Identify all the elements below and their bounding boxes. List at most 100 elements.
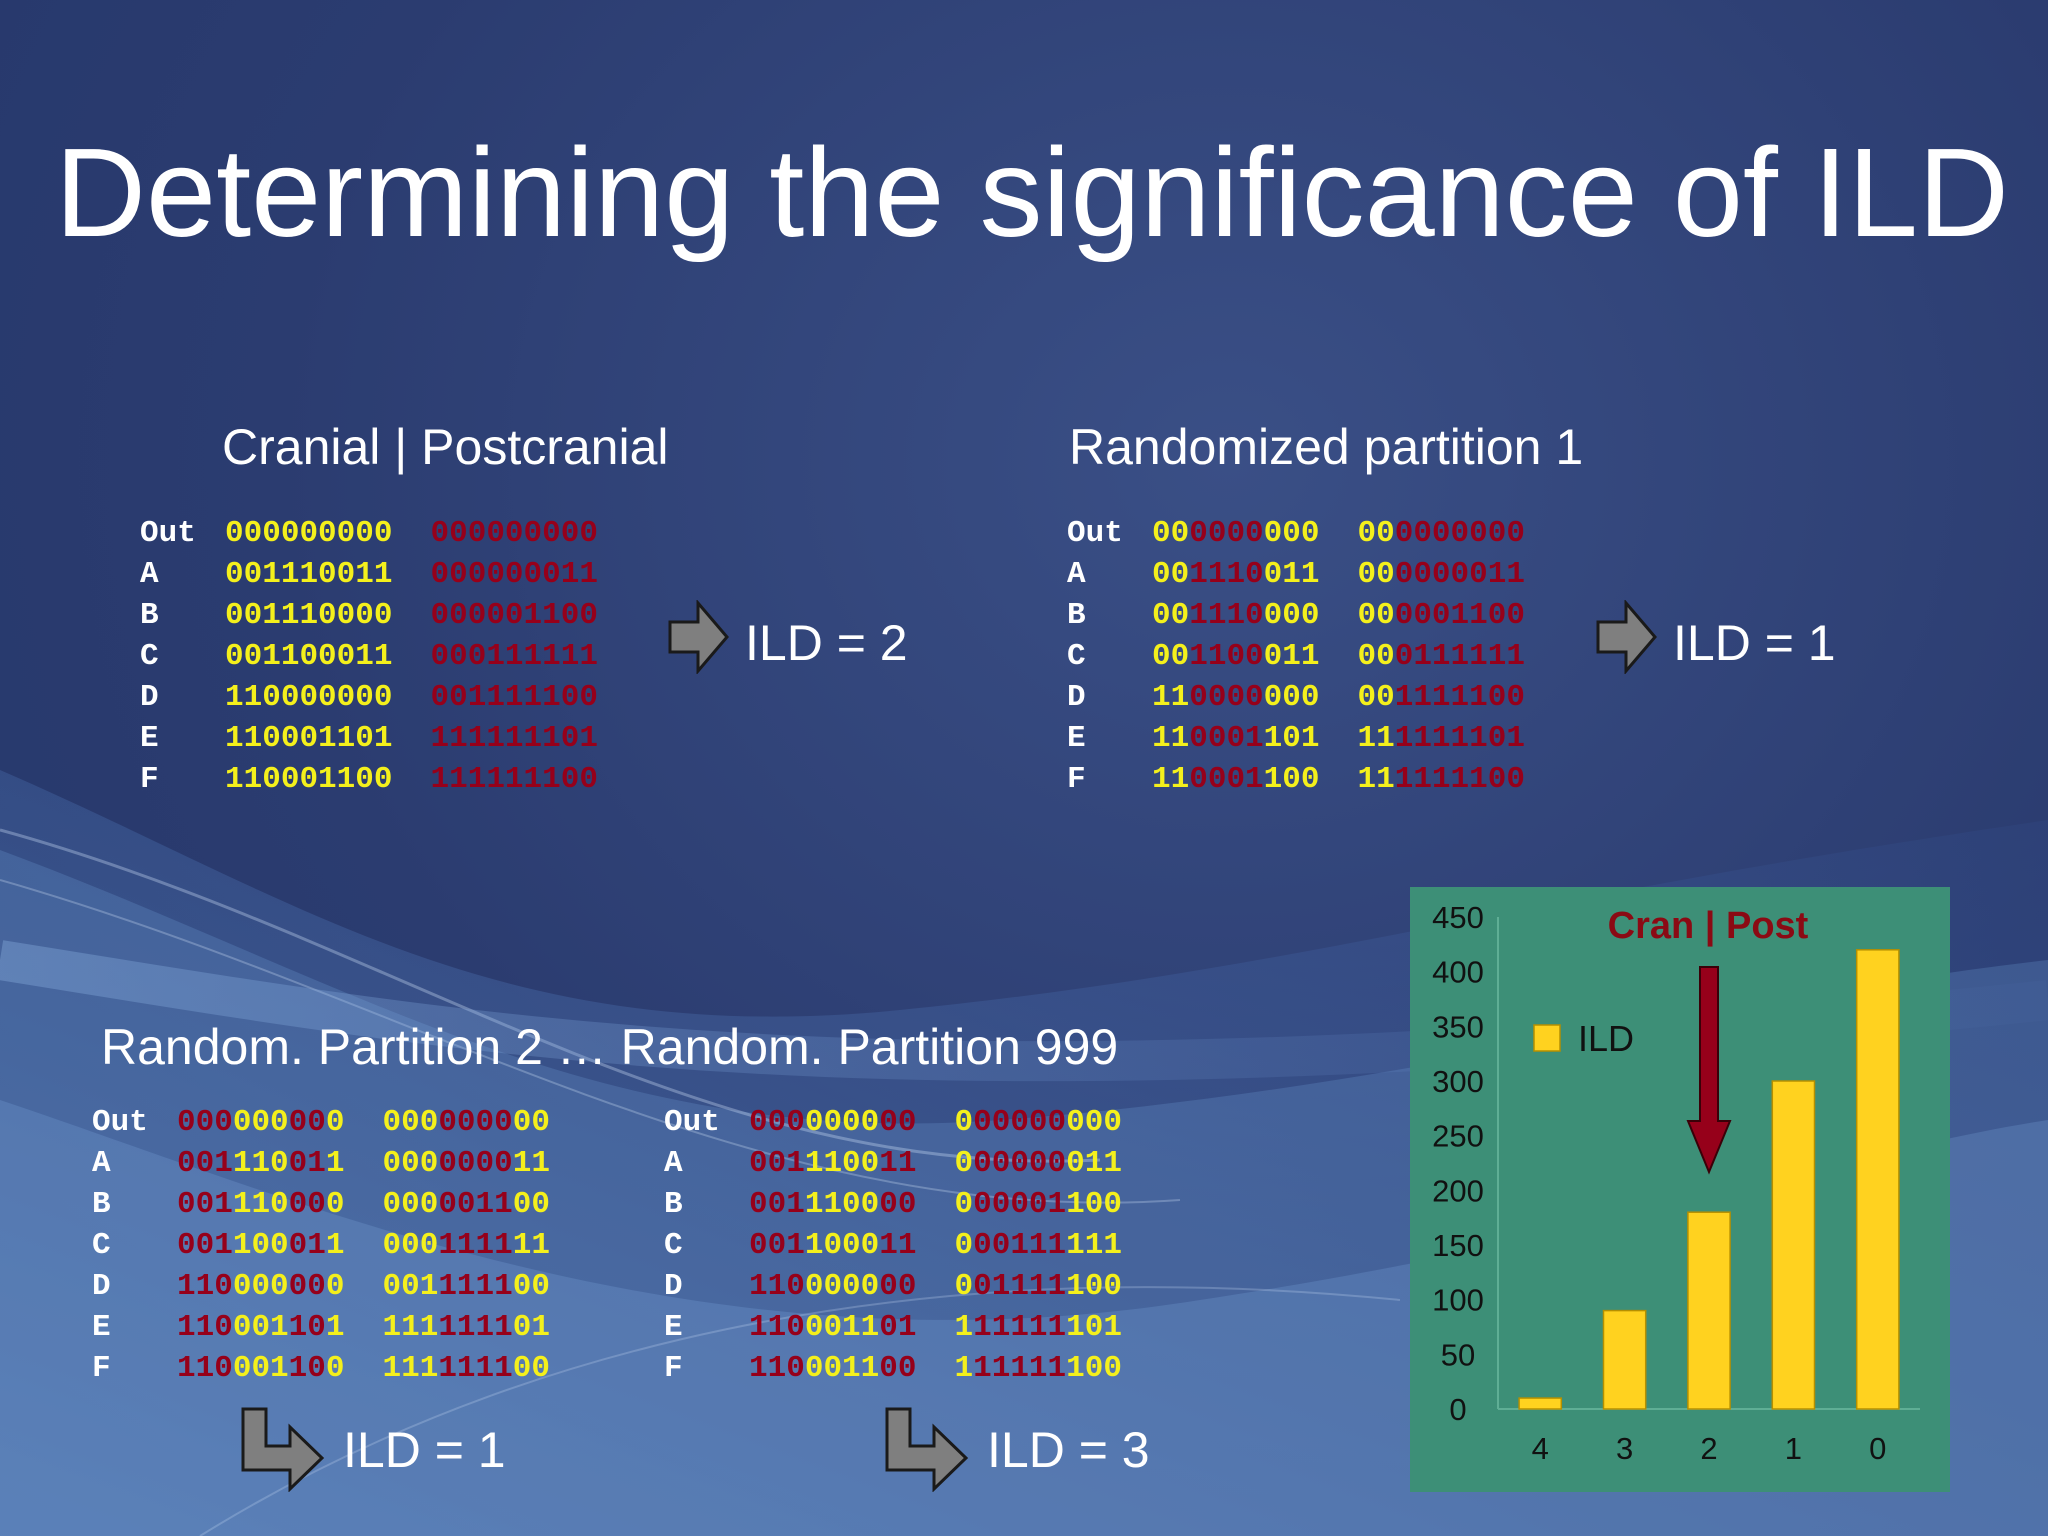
cranial-characters: 110001100 [1152, 762, 1320, 797]
cranial-characters: 001110000 [177, 1187, 345, 1222]
postcranial-characters: 001111100 [954, 1269, 1122, 1304]
postcranial-characters: 111111100 [382, 1351, 550, 1386]
cranial-characters: 001100011 [1152, 639, 1320, 674]
ild-histogram: 0 50 100 150 200 250 300 350 400 450 4 3 2 1 0 Cran | P… [1432, 900, 1920, 1466]
bar [1518, 1397, 1563, 1410]
matrix-random2: Out 000000000 000000000 A 001110011 000000011… [92, 1102, 550, 1389]
bar [1855, 949, 1900, 1410]
right-arrow-icon [1596, 600, 1657, 674]
taxon-label: B [140, 598, 159, 633]
taxon-label: E [664, 1310, 683, 1345]
cranial-characters: 000000000 [225, 516, 393, 551]
cranial-characters: 001110011 [177, 1146, 345, 1181]
y-tick-label: 150 [1432, 1228, 1484, 1263]
y-tick-label: 350 [1432, 1009, 1484, 1044]
observed-ild-arrow-icon [1686, 966, 1732, 1175]
taxon-label: C [664, 1228, 683, 1263]
taxon-label: C [140, 639, 159, 674]
cranial-characters: 110000000 [749, 1269, 917, 1304]
taxon-label: F [664, 1351, 683, 1386]
ild-random999: ILD = 3 [987, 1422, 1150, 1478]
postcranial-characters: 000000000 [1357, 516, 1525, 551]
taxon-label: Out [664, 1105, 720, 1140]
postcranial-characters: 000000011 [382, 1146, 550, 1181]
postcranial-characters: 000111111 [1357, 639, 1525, 674]
heading-random1: Randomized partition 1 [1069, 419, 1584, 475]
matrix-row: B 001110000 000001100 [664, 1184, 1122, 1225]
matrix-observed: Out 000000000 000000000 A 001110011 000000011… [140, 513, 598, 800]
postcranial-characters: 000111111 [954, 1228, 1122, 1263]
postcranial-characters: 000000011 [954, 1146, 1122, 1181]
x-tick-label: 2 [1700, 1431, 1717, 1466]
cranial-characters: 001100011 [177, 1228, 345, 1263]
taxon-label: D [1067, 680, 1086, 715]
matrix-row: C 001100011 000111111 [1067, 636, 1525, 677]
taxon-label: E [140, 721, 159, 756]
matrix-row: E 110001101 111111101 [664, 1307, 1122, 1348]
y-tick-label: 200 [1432, 1173, 1484, 1208]
cranial-characters: 000000000 [177, 1105, 345, 1140]
taxon-label: C [1067, 639, 1086, 674]
taxon-label: B [1067, 598, 1086, 633]
postcranial-characters: 000000000 [954, 1105, 1122, 1140]
matrix-row: Out 000000000 000000000 [140, 513, 598, 554]
matrix-row: F 110001100 111111100 [92, 1348, 550, 1389]
postcranial-characters: 111111101 [430, 721, 598, 756]
matrix-row: D 110000000 001111100 [140, 677, 598, 718]
right-arrow-icon [668, 600, 729, 674]
y-tick-label: 450 [1432, 900, 1484, 935]
taxon-label: E [1067, 721, 1086, 756]
turn-arrow-icon [241, 1407, 325, 1492]
postcranial-characters: 111111100 [430, 762, 598, 797]
y-tick-label: 50 [1441, 1337, 1475, 1372]
matrix-row: F 110001100 111111100 [664, 1348, 1122, 1389]
postcranial-characters: 001111100 [1357, 680, 1525, 715]
taxon-label: B [664, 1187, 683, 1222]
cranial-characters: 110001101 [177, 1310, 345, 1345]
cranial-characters: 110001101 [1152, 721, 1320, 756]
taxon-label: Out [140, 516, 196, 551]
ild-random2: ILD = 1 [343, 1422, 506, 1478]
matrix-row: E 110001101 111111101 [1067, 718, 1525, 759]
taxon-label: A [140, 557, 159, 592]
x-tick-label: 3 [1616, 1431, 1633, 1466]
matrix-row: Out 000000000 000000000 [92, 1102, 550, 1143]
legend-swatch [1533, 1024, 1561, 1052]
matrix-row: C 001100011 000111111 [664, 1225, 1122, 1266]
cranial-characters: 001110011 [225, 557, 393, 592]
y-tick-label: 0 [1449, 1392, 1466, 1427]
postcranial-characters: 000111111 [382, 1228, 550, 1263]
slide-title: Determining the significance of ILD [55, 122, 2009, 263]
postcranial-characters: 000111111 [430, 639, 598, 674]
matrix-random999: Out 000000000 000000000 A 001110011 000000011… [664, 1102, 1122, 1389]
cranial-characters: 001110011 [1152, 557, 1320, 592]
taxon-label: F [140, 762, 159, 797]
cranial-characters: 001110000 [749, 1187, 917, 1222]
matrix-row: D 110000000 001111100 [92, 1266, 550, 1307]
cranial-characters: 001100011 [225, 639, 393, 674]
postcranial-characters: 000001100 [430, 598, 598, 633]
postcranial-characters: 001111100 [430, 680, 598, 715]
matrix-row: F 110001100 111111100 [1067, 759, 1525, 800]
bar [1602, 1309, 1647, 1410]
matrix-row: A 001110011 000000011 [92, 1143, 550, 1184]
heading-observed: Cranial | Postcranial [222, 419, 669, 475]
postcranial-characters: 111111101 [954, 1310, 1122, 1345]
cranial-characters: 110001100 [225, 762, 393, 797]
postcranial-characters: 000000011 [430, 557, 598, 592]
cranial-characters: 110000000 [177, 1269, 345, 1304]
taxon-label: D [664, 1269, 683, 1304]
ild-random1: ILD = 1 [1673, 615, 1836, 671]
matrix-random1: Out 000000000 000000000 A 001110011 000000011… [1067, 513, 1525, 800]
taxon-label: D [140, 680, 159, 715]
taxon-label: F [1067, 762, 1086, 797]
taxon-label: F [92, 1351, 111, 1386]
matrix-row: A 001110011 000000011 [1067, 554, 1525, 595]
postcranial-characters: 111111101 [1357, 721, 1525, 756]
legend-label: ILD [1578, 1018, 1634, 1059]
taxon-label: E [92, 1310, 111, 1345]
postcranial-characters: 111111100 [954, 1351, 1122, 1386]
x-tick-label: 1 [1785, 1431, 1802, 1466]
matrix-row: Out 000000000 000000000 [1067, 513, 1525, 554]
matrix-row: E 110001101 111111101 [140, 718, 598, 759]
